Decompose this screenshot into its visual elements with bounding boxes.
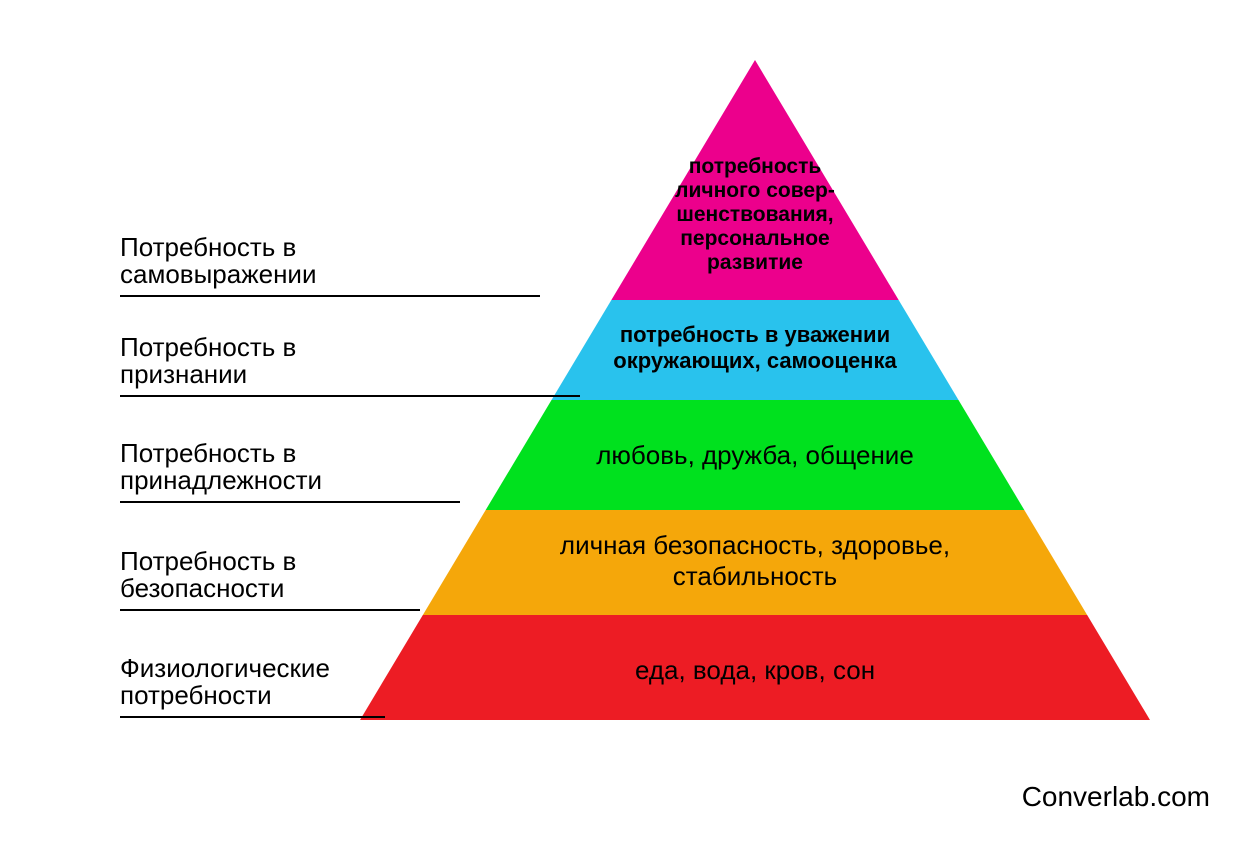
- level-inner-esteem: потребность в уважении окружающих, самоо…: [580, 322, 930, 374]
- level-inner-belonging: любовь, дружба, общение: [540, 440, 970, 471]
- pyramid-diagram: Потребность в самовыражении потребность л…: [0, 0, 1250, 843]
- level-inner-safety: личная безопасность, здоровье, стабильно…: [500, 530, 1010, 592]
- level-inner-self-actualization: потребность личного совер- шенствования,…: [640, 155, 870, 275]
- attribution-text: Converlab.com: [1022, 781, 1210, 813]
- level-label-belonging: Потребность в принадлежности: [120, 440, 460, 503]
- level-label-physiological: Физиологические потребности: [120, 655, 385, 718]
- level-label-esteem: Потребность в признании: [120, 334, 580, 397]
- level-label-safety: Потребность в безопасности: [120, 548, 420, 611]
- level-inner-physiological: еда, вода, кров, сон: [480, 655, 1030, 686]
- level-label-self-actualization: Потребность в самовыражении: [120, 234, 540, 297]
